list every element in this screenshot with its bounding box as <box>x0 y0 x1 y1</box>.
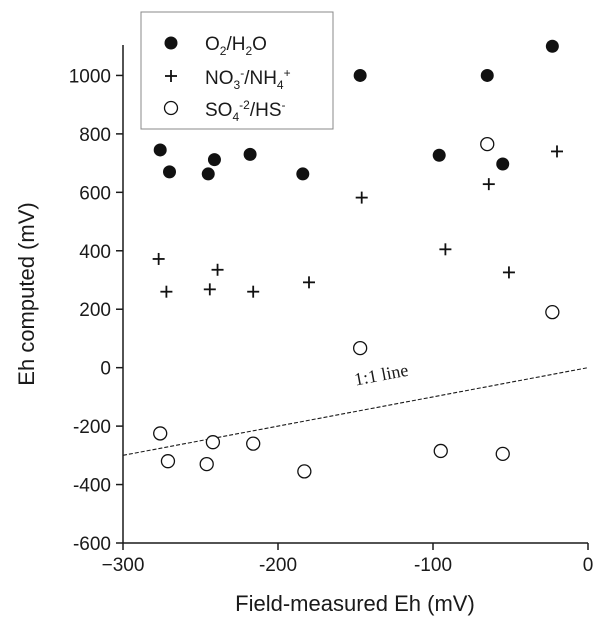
data-point <box>439 243 452 256</box>
data-point <box>480 68 494 82</box>
x-axis-title: Field-measured Eh (mV) <box>235 591 475 616</box>
data-point <box>211 263 224 276</box>
series-0 <box>153 39 559 181</box>
one-to-one-line-label: 1:1 line <box>353 360 410 390</box>
y-tick-label: 0 <box>100 359 111 380</box>
data-point <box>355 191 368 204</box>
x-tick-label: 0 <box>583 555 594 576</box>
data-points <box>152 39 563 479</box>
data-point <box>160 454 176 469</box>
data-point <box>502 266 515 279</box>
data-point <box>495 446 510 462</box>
y-tick-label: 200 <box>79 300 111 321</box>
legend-item-o2-h2o: O2/H2O <box>164 34 267 58</box>
data-point <box>205 435 221 450</box>
data-point <box>153 143 167 157</box>
y-tick-label: 1000 <box>69 66 111 87</box>
data-point <box>303 276 315 289</box>
legend-item-so4-hs: SO4-2/HS- <box>163 98 286 124</box>
data-point <box>297 464 312 479</box>
legend-item-no3-nh4: NO3-/NH4+ <box>165 66 291 92</box>
data-point <box>353 68 367 82</box>
series-1 <box>152 145 563 298</box>
plus-icon <box>165 70 177 82</box>
data-point <box>153 426 168 441</box>
data-point <box>352 340 368 356</box>
data-point <box>551 145 563 158</box>
data-point <box>207 153 221 167</box>
ticks: -600 -400 -200 0 200 400 600 800 1000 −300 -200 -10… <box>69 66 594 576</box>
data-point <box>545 304 560 320</box>
y-tick-label: 600 <box>79 183 111 204</box>
data-point <box>246 436 261 451</box>
data-point <box>160 285 173 298</box>
data-point <box>433 443 448 459</box>
data-point <box>199 456 214 472</box>
data-point <box>203 283 216 296</box>
data-point <box>496 157 510 171</box>
data-point <box>163 165 176 179</box>
data-point <box>482 178 495 191</box>
data-point <box>432 148 446 162</box>
y-axis-title: Eh computed (mV) <box>14 202 39 385</box>
legend-label-so4-hs: SO4-2/HS- <box>205 98 286 124</box>
data-point <box>545 39 559 53</box>
filled-circle-icon <box>164 36 178 50</box>
y-tick-label: -400 <box>73 476 111 497</box>
y-tick-label: 400 <box>79 242 111 263</box>
legend-label-o2-h2o: O2/H2O <box>205 34 267 58</box>
one-to-one-line <box>122 367 589 456</box>
data-point <box>201 167 215 181</box>
data-point <box>243 147 257 161</box>
data-point <box>247 285 260 298</box>
series-2 <box>153 136 560 479</box>
data-point <box>480 136 495 152</box>
y-tick-label: 800 <box>79 125 111 146</box>
x-tick-label: −300 <box>102 555 145 576</box>
legend: O2/H2O NO3-/NH4+ SO4-2/HS- <box>140 11 334 130</box>
y-tick-label: -200 <box>73 417 111 438</box>
y-tick-label: -600 <box>73 534 111 555</box>
reference-lines: 1:1 line <box>122 360 589 456</box>
axes <box>122 45 588 544</box>
open-circle-icon <box>163 100 179 116</box>
x-tick-label: -200 <box>259 555 297 576</box>
legend-label-no3-nh4: NO3-/NH4+ <box>205 66 291 92</box>
data-point <box>152 252 165 265</box>
data-point <box>296 167 310 181</box>
x-tick-label: -100 <box>414 555 452 576</box>
